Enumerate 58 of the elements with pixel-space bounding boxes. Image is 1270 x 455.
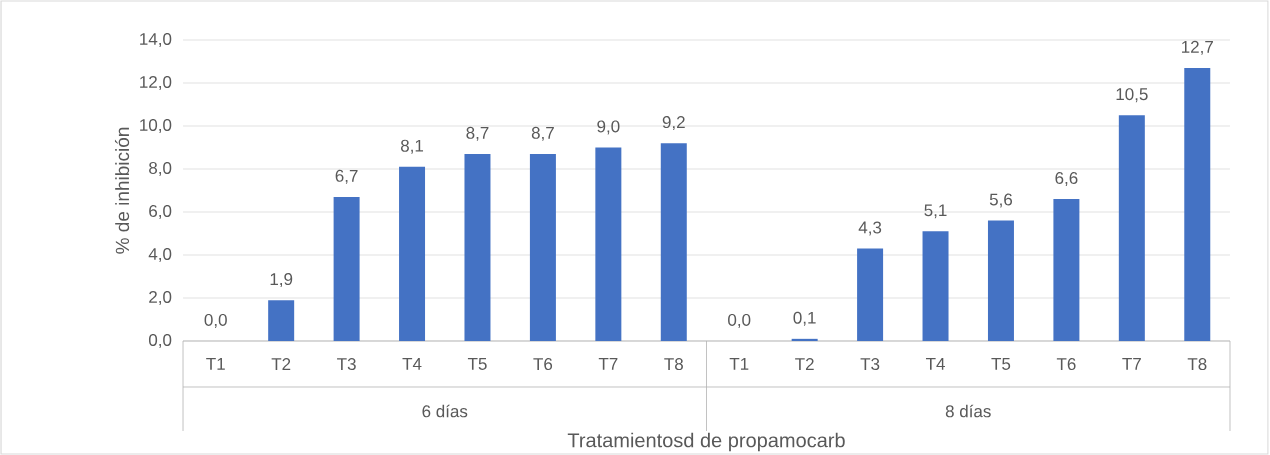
bar — [333, 196, 360, 341]
x-tick-label: T1 — [206, 358, 225, 370]
bar — [595, 147, 622, 341]
x-tick-label: T4 — [402, 358, 422, 370]
data-label: 0,0 — [728, 313, 751, 328]
bar — [1053, 199, 1080, 341]
data-label: 5,1 — [924, 204, 947, 219]
bar — [987, 220, 1014, 341]
x-axis-title: Tratamientosd de propamocarb — [567, 432, 845, 452]
data-label: 10,5 — [1116, 88, 1148, 103]
bar — [1184, 67, 1211, 341]
x-tick-label: T5 — [467, 358, 487, 370]
data-label: 9,2 — [662, 116, 685, 131]
bar — [922, 231, 949, 341]
y-tick-label: 14,0 — [140, 32, 172, 48]
data-label: 6,7 — [335, 169, 358, 184]
x-tick-label: T2 — [795, 358, 814, 370]
bar — [857, 248, 884, 341]
text: 6 días — [422, 404, 468, 418]
text: 8 días — [945, 404, 991, 418]
y-tick-label: 12,0 — [140, 75, 172, 91]
data-label: 8,1 — [400, 139, 424, 154]
y-tick-label: 2,0 — [149, 290, 172, 305]
data-label: 0,1 — [793, 311, 816, 326]
x-tick-label: T3 — [337, 358, 356, 371]
y-axis-title: % de inhibición — [114, 127, 130, 254]
data-label: 8,7 — [466, 126, 489, 141]
x-tick-label: T1 — [729, 358, 749, 370]
bar — [791, 338, 818, 341]
x-tick-label: T8 — [664, 358, 683, 371]
data-label: 9,0 — [597, 120, 620, 135]
x-tick-label: T4 — [925, 358, 945, 370]
x-tick-label: T6 — [533, 358, 553, 371]
x-tick-label: T3 — [860, 358, 880, 371]
data-label: 5,6 — [989, 193, 1013, 208]
data-label: 8,7 — [531, 126, 554, 141]
data-label: 1,9 — [270, 273, 293, 288]
data-label: 6,6 — [1055, 171, 1078, 187]
x-tick-label: T6 — [1056, 358, 1076, 371]
y-tick-label: 10,0 — [140, 118, 172, 133]
y-tick-label: 4,0 — [148, 247, 172, 262]
x-tick-label: T8 — [1187, 358, 1207, 371]
data-label: 4,3 — [858, 221, 882, 236]
y-tick-label: 6,0 — [149, 204, 172, 219]
bar — [399, 166, 426, 341]
bar — [268, 300, 295, 341]
bar — [660, 143, 687, 341]
y-tick-label: 0,0 — [148, 333, 172, 348]
y-tick-label: 8,0 — [149, 161, 172, 176]
x-tick-label: T7 — [598, 358, 618, 370]
bar — [529, 153, 556, 341]
bar — [1118, 115, 1145, 341]
data-label: 0,0 — [204, 313, 227, 328]
x-tick-label: T5 — [991, 358, 1011, 370]
data-label: 12,7 — [1182, 40, 1213, 55]
x-tick-label: T7 — [1122, 358, 1141, 370]
bar — [464, 153, 491, 341]
x-tick-label: T2 — [271, 358, 291, 370]
